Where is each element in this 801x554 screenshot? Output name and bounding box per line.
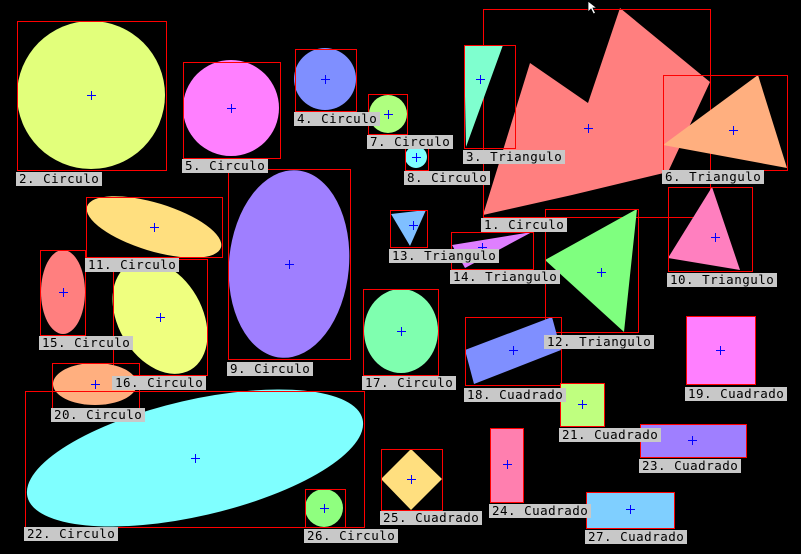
shape-label-7: 7. Circulo xyxy=(367,135,454,149)
triangle-figure xyxy=(391,210,426,246)
shape-label-3: 3. Triangulo xyxy=(463,150,566,164)
bounding-box xyxy=(668,187,753,272)
shape-label-10: 10. Triangulo xyxy=(667,273,778,287)
bounding-box xyxy=(363,289,439,376)
shape-5 xyxy=(183,60,281,159)
center-crosshair-icon xyxy=(729,126,738,135)
shape-label-4: 4. Circulo xyxy=(294,112,381,126)
bounding-box xyxy=(390,210,428,248)
shape-label-11: 11. Circulo xyxy=(85,258,180,272)
shape-24 xyxy=(490,428,524,503)
center-crosshair-icon xyxy=(320,504,329,513)
center-crosshair-icon xyxy=(397,327,406,336)
shape-17 xyxy=(363,289,439,376)
shape-1 xyxy=(483,8,711,218)
shape-label-5: 5. Circulo xyxy=(182,159,269,173)
bounding-box xyxy=(183,62,281,159)
shape-label-6: 6. Triangulo xyxy=(662,170,765,184)
shape-label-1: 1. Circulo xyxy=(481,218,568,232)
bounding-box xyxy=(465,317,562,386)
bounding-box xyxy=(17,21,167,171)
shape-label-23: 23. Cuadrado xyxy=(639,459,742,473)
bounding-box xyxy=(464,45,516,149)
triangle-figure xyxy=(545,209,637,332)
center-crosshair-icon xyxy=(285,260,294,269)
shape-3 xyxy=(464,45,516,149)
shape-9 xyxy=(228,169,351,360)
center-crosshair-icon xyxy=(716,346,725,355)
center-crosshair-icon xyxy=(578,400,587,409)
bounding-box xyxy=(25,391,365,528)
center-crosshair-icon xyxy=(688,436,697,445)
center-crosshair-icon xyxy=(476,75,485,84)
shape-label-9: 9. Circulo xyxy=(227,362,314,376)
shape-8 xyxy=(405,146,429,171)
shape-27 xyxy=(586,492,675,529)
center-crosshair-icon xyxy=(711,233,720,242)
shape-26 xyxy=(305,489,346,528)
center-crosshair-icon xyxy=(321,75,330,84)
center-crosshair-icon xyxy=(150,223,159,232)
shape-19 xyxy=(686,316,756,385)
center-crosshair-icon xyxy=(503,460,512,469)
center-crosshair-icon xyxy=(384,110,393,119)
mouse-pointer-icon xyxy=(587,0,599,15)
shape-25 xyxy=(381,449,443,511)
center-crosshair-icon xyxy=(626,505,635,514)
shape-15 xyxy=(40,250,86,336)
center-crosshair-icon xyxy=(156,313,165,322)
triangle-figure xyxy=(668,187,740,270)
shape-21 xyxy=(560,383,605,427)
center-crosshair-icon xyxy=(584,124,593,133)
center-crosshair-icon xyxy=(191,454,200,463)
triangle-figure xyxy=(464,45,503,147)
bounding-box xyxy=(40,250,86,336)
shape-label-27: 27. Cuadrado xyxy=(585,530,688,544)
shape-label-18: 18. Cuadrado xyxy=(464,388,567,402)
shape-22 xyxy=(25,389,365,528)
bounding-box xyxy=(305,489,346,528)
bounding-box xyxy=(86,197,223,258)
shape-18 xyxy=(465,317,562,386)
shape-4 xyxy=(294,48,357,112)
shape-label-21: 21. Cuadrado xyxy=(559,428,662,442)
shape-label-25: 25. Cuadrado xyxy=(380,511,483,525)
center-crosshair-icon xyxy=(412,153,421,162)
shape-label-26: 26. Circulo xyxy=(304,529,399,543)
shape-label-24: 24. Cuadrado xyxy=(489,504,592,518)
shape-label-16: 16. Circulo xyxy=(112,376,207,390)
triangle-figure xyxy=(663,75,787,168)
center-crosshair-icon xyxy=(509,346,518,355)
bounding-box xyxy=(686,316,756,385)
shape-label-15: 15. Circulo xyxy=(39,336,134,350)
shape-label-2: 2. Circulo xyxy=(16,172,103,186)
center-crosshair-icon xyxy=(91,380,100,389)
shape-label-14: 14. Triangulo xyxy=(450,270,561,284)
bounding-box xyxy=(560,383,605,427)
center-crosshair-icon xyxy=(227,104,236,113)
shape-13 xyxy=(390,210,428,248)
shape-label-19: 19. Cuadrado xyxy=(685,387,788,401)
shape-label-22: 22. Circulo xyxy=(24,527,119,541)
bounding-box xyxy=(381,449,443,511)
center-crosshair-icon xyxy=(407,475,416,484)
bounding-box xyxy=(490,428,524,503)
shape-11 xyxy=(86,196,223,258)
center-crosshair-icon xyxy=(87,91,96,100)
shape-label-13: 13. Triangulo xyxy=(389,249,500,263)
center-crosshair-icon xyxy=(409,221,418,230)
bounding-box xyxy=(228,169,351,360)
shape-label-17: 17. Circulo xyxy=(362,376,457,390)
bounding-box xyxy=(295,49,357,112)
shape-2 xyxy=(17,21,167,171)
center-crosshair-icon xyxy=(59,288,68,297)
center-crosshair-icon xyxy=(597,268,606,277)
shape-label-8: 8. Circulo xyxy=(404,171,491,185)
shape-10 xyxy=(668,187,753,272)
shape-label-12: 12. Triangulo xyxy=(544,335,655,349)
shape-label-20: 20. Circulo xyxy=(51,408,146,422)
